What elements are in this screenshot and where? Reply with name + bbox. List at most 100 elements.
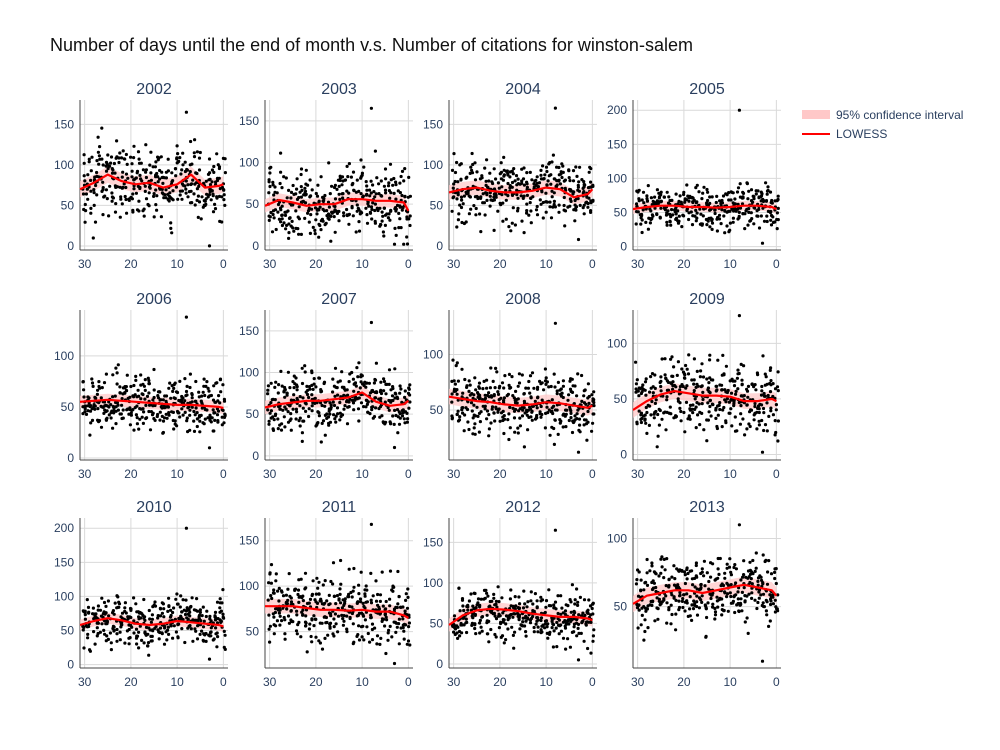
data-point — [752, 385, 756, 389]
data-point — [273, 385, 277, 389]
data-point — [174, 630, 178, 634]
data-point — [291, 183, 295, 188]
data-point — [167, 411, 171, 415]
data-point — [494, 635, 498, 639]
data-point — [526, 428, 530, 432]
data-point — [172, 624, 176, 628]
data-point — [700, 594, 704, 598]
data-point — [215, 413, 220, 417]
data-point — [501, 201, 505, 205]
data-point — [317, 580, 321, 584]
data-point — [674, 612, 678, 616]
data-point — [87, 610, 91, 614]
y-tick-label: 50 — [614, 600, 628, 614]
data-point — [571, 192, 575, 196]
data-point — [518, 602, 522, 606]
data-point — [528, 621, 533, 625]
data-point — [724, 421, 728, 425]
data-point — [305, 392, 310, 397]
data-point — [396, 569, 400, 574]
data-point — [773, 220, 777, 224]
data-point — [101, 180, 105, 184]
data-point — [312, 382, 316, 386]
data-point — [574, 165, 578, 169]
data-point — [120, 403, 124, 407]
data-point — [215, 407, 219, 411]
data-point — [567, 418, 571, 423]
data-point — [737, 523, 742, 527]
data-point — [153, 165, 157, 169]
data-point — [384, 177, 388, 181]
data-point — [535, 619, 539, 623]
data-point — [325, 412, 329, 416]
data-point — [298, 424, 302, 428]
data-point — [591, 612, 595, 616]
data-point — [357, 419, 361, 423]
data-point — [197, 390, 201, 394]
data-point — [297, 205, 301, 209]
data-point — [129, 384, 133, 389]
data-point — [659, 384, 663, 389]
data-point — [398, 412, 402, 416]
data-point — [183, 169, 187, 174]
data-point — [345, 422, 350, 426]
data-point — [204, 179, 208, 183]
data-point — [124, 197, 128, 202]
data-point — [561, 164, 565, 168]
data-point — [766, 570, 770, 574]
data-point — [535, 175, 539, 179]
data-point — [646, 227, 651, 231]
data-point — [158, 177, 162, 181]
data-point — [461, 202, 465, 206]
data-point — [508, 597, 512, 601]
legend[interactable]: 95% confidence interval LOWESS — [802, 108, 963, 141]
data-point — [512, 167, 516, 171]
data-point — [146, 376, 150, 380]
data-point — [359, 600, 363, 604]
data-point — [529, 590, 533, 594]
data-point — [769, 595, 773, 599]
data-point — [104, 188, 108, 192]
data-point — [732, 209, 736, 213]
data-point — [542, 388, 546, 392]
data-point — [529, 415, 533, 419]
data-point — [569, 610, 573, 614]
data-point — [516, 206, 520, 210]
data-point — [350, 370, 354, 375]
data-point — [268, 624, 272, 628]
data-point — [561, 170, 565, 174]
data-point — [566, 398, 570, 402]
data-point — [169, 221, 173, 225]
data-point — [497, 626, 501, 630]
data-point — [137, 157, 141, 161]
data-point — [280, 384, 284, 388]
data-point — [376, 208, 380, 213]
data-point — [318, 599, 322, 603]
data-point — [403, 194, 407, 198]
data-point — [266, 392, 270, 396]
data-point — [746, 576, 750, 580]
data-point — [474, 206, 478, 211]
data-point — [394, 392, 398, 396]
data-point — [575, 412, 579, 416]
data-point — [209, 198, 213, 202]
data-point — [453, 627, 458, 631]
data-point — [576, 183, 580, 187]
data-point — [138, 407, 142, 411]
data-point — [771, 413, 776, 417]
data-point — [104, 639, 108, 643]
data-point — [317, 199, 321, 203]
data-point — [533, 592, 538, 596]
data-point — [765, 214, 769, 218]
data-point — [450, 168, 455, 172]
data-point — [662, 576, 666, 580]
data-point — [113, 601, 117, 605]
data-point — [335, 187, 339, 191]
data-point — [289, 196, 293, 200]
data-point — [766, 393, 770, 398]
data-point — [544, 165, 549, 169]
data-point — [384, 607, 388, 611]
data-point — [707, 579, 711, 584]
data-point — [304, 624, 308, 628]
data-point — [366, 631, 370, 636]
